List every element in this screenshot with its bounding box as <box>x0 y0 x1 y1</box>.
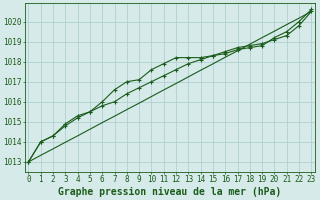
X-axis label: Graphe pression niveau de la mer (hPa): Graphe pression niveau de la mer (hPa) <box>58 186 282 197</box>
